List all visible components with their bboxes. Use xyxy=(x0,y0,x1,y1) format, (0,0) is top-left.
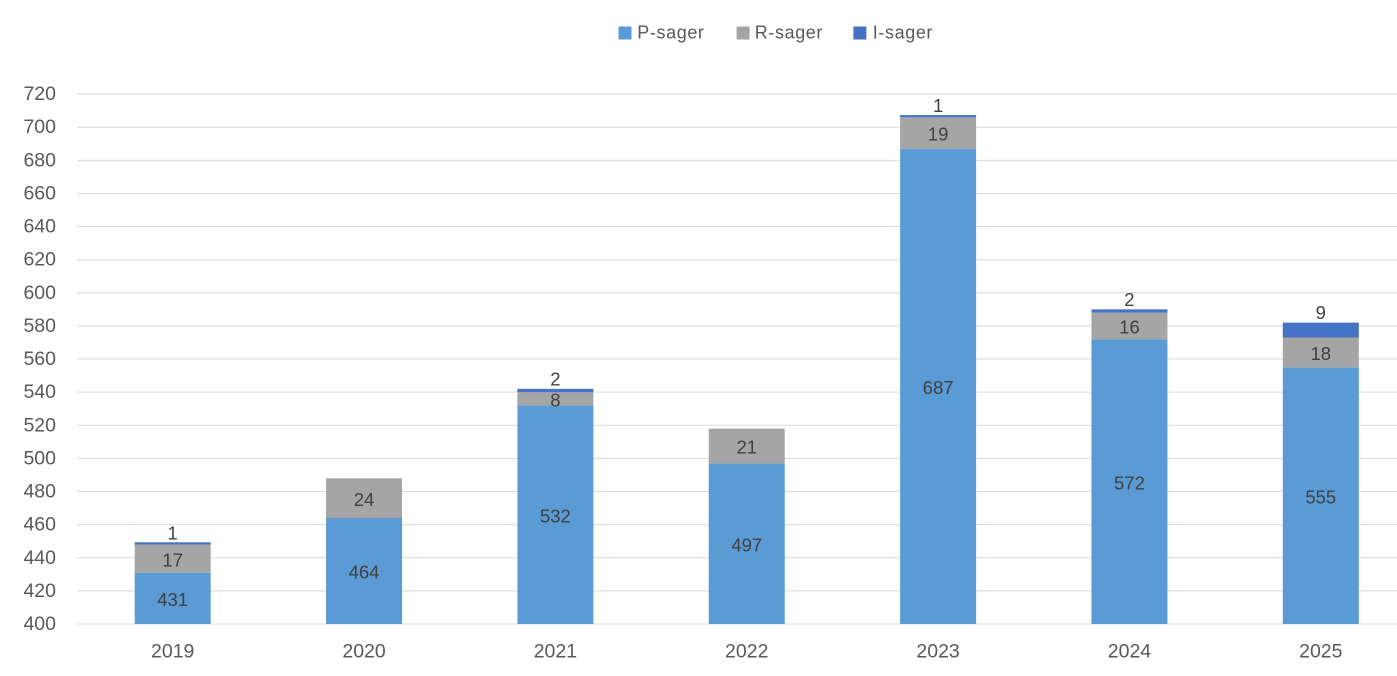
svg-text:640: 640 xyxy=(23,216,56,238)
svg-text:2022: 2022 xyxy=(725,641,768,663)
svg-text:8: 8 xyxy=(550,389,560,410)
svg-text:540: 540 xyxy=(23,381,56,403)
svg-text:17: 17 xyxy=(162,549,183,570)
svg-text:I-sager: I-sager xyxy=(873,22,933,42)
svg-text:2: 2 xyxy=(550,368,560,389)
svg-text:24: 24 xyxy=(354,489,375,510)
svg-text:21: 21 xyxy=(736,437,757,458)
svg-text:660: 660 xyxy=(23,182,56,204)
svg-text:580: 580 xyxy=(23,315,56,337)
svg-text:9: 9 xyxy=(1316,302,1326,323)
svg-text:1: 1 xyxy=(168,522,178,543)
svg-text:2020: 2020 xyxy=(342,641,386,663)
svg-text:460: 460 xyxy=(23,514,56,536)
svg-text:560: 560 xyxy=(23,348,56,370)
svg-text:R-sager: R-sager xyxy=(755,22,823,42)
svg-text:600: 600 xyxy=(23,282,56,304)
svg-text:620: 620 xyxy=(23,249,56,271)
svg-text:16: 16 xyxy=(1119,317,1140,338)
svg-text:572: 572 xyxy=(1114,472,1145,493)
svg-text:18: 18 xyxy=(1311,343,1332,364)
svg-text:19: 19 xyxy=(928,124,949,145)
svg-text:532: 532 xyxy=(540,505,571,526)
svg-text:687: 687 xyxy=(923,377,954,398)
svg-text:2025: 2025 xyxy=(1299,641,1343,663)
svg-text:555: 555 xyxy=(1305,486,1336,507)
svg-text:P-sager: P-sager xyxy=(637,22,704,42)
svg-text:2: 2 xyxy=(1124,289,1134,310)
svg-text:400: 400 xyxy=(23,613,56,635)
svg-text:2021: 2021 xyxy=(534,641,577,663)
svg-text:680: 680 xyxy=(23,149,56,171)
svg-text:720: 720 xyxy=(23,83,56,105)
svg-text:2024: 2024 xyxy=(1108,641,1152,663)
svg-text:1: 1 xyxy=(933,95,943,116)
svg-text:700: 700 xyxy=(23,116,56,138)
svg-text:497: 497 xyxy=(731,534,762,555)
svg-text:520: 520 xyxy=(23,414,56,436)
svg-text:500: 500 xyxy=(23,447,56,469)
svg-text:2019: 2019 xyxy=(151,641,194,663)
svg-text:431: 431 xyxy=(157,589,188,610)
svg-text:2023: 2023 xyxy=(916,641,959,663)
svg-text:480: 480 xyxy=(23,481,56,503)
svg-text:420: 420 xyxy=(23,580,56,602)
svg-text:464: 464 xyxy=(349,562,380,583)
svg-text:440: 440 xyxy=(23,547,56,569)
